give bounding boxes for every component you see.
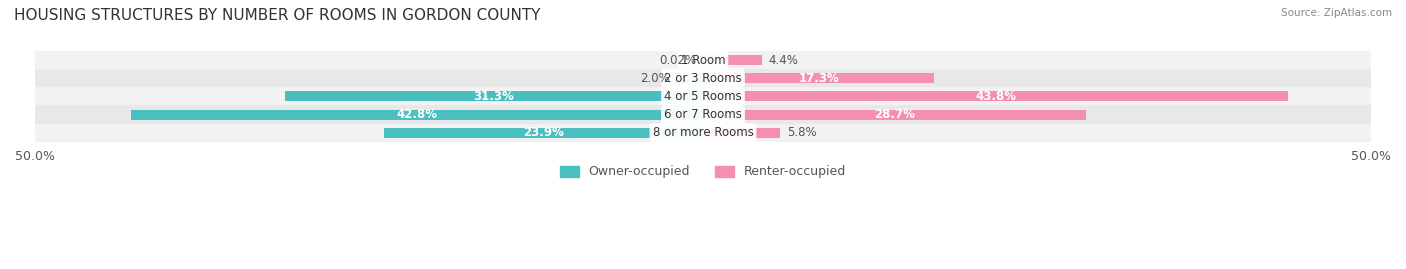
Bar (35, 87, 1371, 105)
Bar (676, 73, 703, 83)
Text: 4.4%: 4.4% (769, 54, 799, 66)
Text: HOUSING STRUCTURES BY NUMBER OF ROOMS IN GORDON COUNTY: HOUSING STRUCTURES BY NUMBER OF ROOMS IN… (14, 8, 540, 23)
Text: 31.3%: 31.3% (474, 90, 515, 103)
Text: 23.9%: 23.9% (523, 126, 564, 139)
Bar (384, 128, 703, 138)
Text: 0.02%: 0.02% (659, 54, 696, 66)
Bar (703, 128, 780, 138)
Bar (35, 124, 1371, 142)
Text: 4 or 5 Rooms: 4 or 5 Rooms (664, 90, 742, 103)
Bar (703, 91, 1288, 101)
Bar (703, 109, 1087, 120)
Bar (703, 55, 762, 65)
Text: 6 or 7 Rooms: 6 or 7 Rooms (664, 108, 742, 121)
Text: 28.7%: 28.7% (875, 108, 915, 121)
Legend: Owner-occupied, Renter-occupied: Owner-occupied, Renter-occupied (555, 161, 851, 183)
Text: 8 or more Rooms: 8 or more Rooms (652, 126, 754, 139)
Bar (35, 105, 1371, 124)
Bar (35, 51, 1371, 69)
Bar (703, 73, 934, 83)
Text: 2 or 3 Rooms: 2 or 3 Rooms (664, 72, 742, 85)
Text: Source: ZipAtlas.com: Source: ZipAtlas.com (1281, 8, 1392, 18)
Text: 5.8%: 5.8% (787, 126, 817, 139)
Bar (35, 69, 1371, 87)
Text: 43.8%: 43.8% (976, 90, 1017, 103)
Bar (131, 109, 703, 120)
Text: 2.0%: 2.0% (640, 72, 669, 85)
Bar (285, 91, 703, 101)
Text: 42.8%: 42.8% (396, 108, 437, 121)
Text: 1 Room: 1 Room (681, 54, 725, 66)
Text: 17.3%: 17.3% (799, 72, 839, 85)
